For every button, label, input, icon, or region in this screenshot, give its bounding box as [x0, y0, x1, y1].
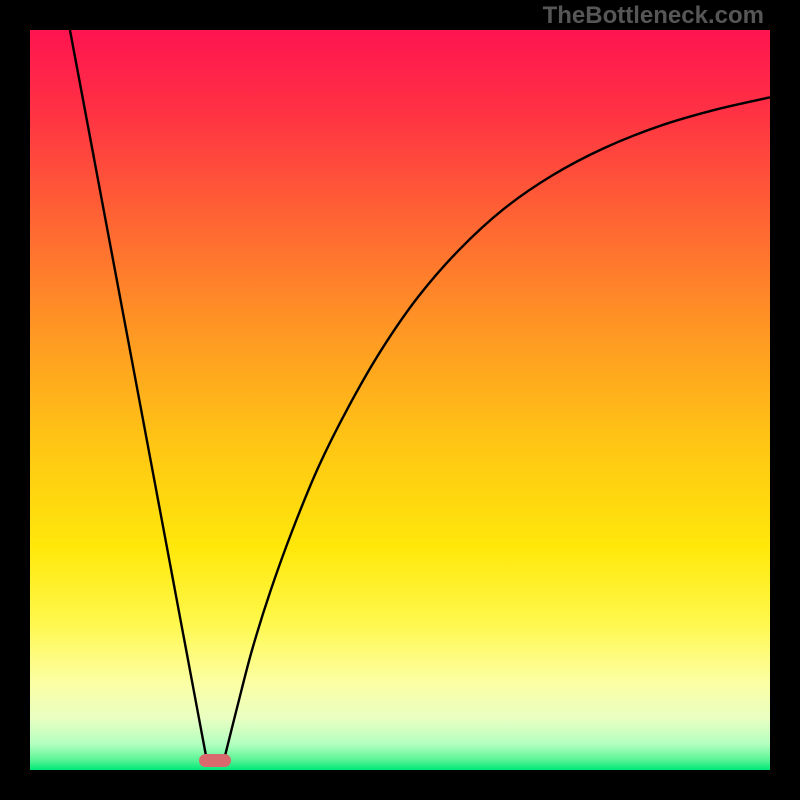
- left-branch: [70, 30, 207, 760]
- watermark-text: TheBottleneck.com: [543, 2, 764, 30]
- curve-layer: [30, 30, 770, 770]
- plot-area: [30, 30, 770, 770]
- chart-container: TheBottleneck.com: [0, 0, 800, 800]
- minimum-marker: [199, 754, 231, 767]
- right-branch: [224, 97, 770, 760]
